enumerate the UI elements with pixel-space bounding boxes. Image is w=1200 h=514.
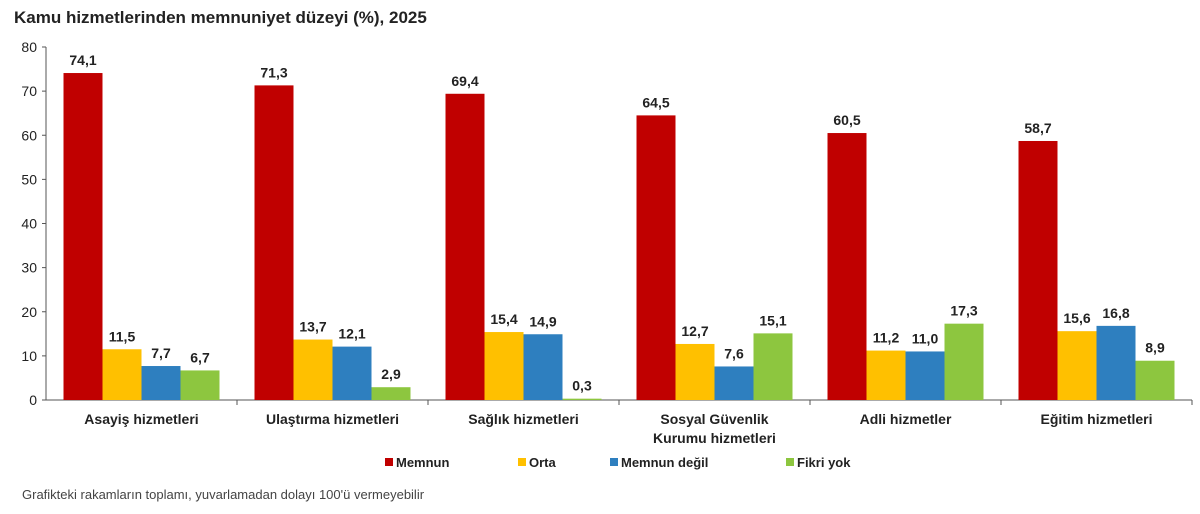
y-tick-label: 10 xyxy=(21,348,37,364)
data-label: 15,4 xyxy=(490,311,517,327)
x-tick-label: Eğitim hizmetleri xyxy=(1040,411,1152,427)
bar-memnun-değil xyxy=(1096,325,1136,400)
data-label: 13,7 xyxy=(299,319,326,335)
x-tick-label: Sağlık hizmetleri xyxy=(468,411,578,427)
bar-memnun xyxy=(636,115,676,401)
data-label: 12,1 xyxy=(338,326,365,342)
data-label: 69,4 xyxy=(451,73,478,89)
x-tick-label: Ulaştırma hizmetleri xyxy=(266,411,399,427)
data-label: 2,9 xyxy=(381,366,401,382)
legend-swatch xyxy=(518,458,526,466)
data-label: 71,3 xyxy=(260,64,287,80)
bar-memnun-değil xyxy=(714,366,754,400)
data-label: 7,6 xyxy=(724,345,744,361)
y-tick-label: 40 xyxy=(21,216,37,232)
legend-swatch xyxy=(610,458,618,466)
x-tick-label: Sosyal Güvenlik xyxy=(660,411,768,427)
bar-memnun xyxy=(445,93,485,401)
data-label: 7,7 xyxy=(151,345,171,361)
data-label: 11,0 xyxy=(912,330,939,346)
bar-memnun xyxy=(827,133,867,400)
bar-memnun xyxy=(1018,140,1058,400)
y-tick-label: 50 xyxy=(21,171,37,187)
footnote: Grafikteki rakamların toplamı, yuvarlama… xyxy=(22,487,425,502)
data-label: 60,5 xyxy=(833,112,860,128)
bar-fikri-yok xyxy=(1135,360,1175,400)
bar-orta xyxy=(675,343,715,400)
data-label: 11,2 xyxy=(873,330,900,346)
bar-memnun xyxy=(63,73,103,400)
bar-fikri-yok xyxy=(944,323,984,400)
data-label: 15,1 xyxy=(759,312,786,328)
data-label: 14,9 xyxy=(529,313,556,329)
legend-swatch xyxy=(786,458,794,466)
bar-orta xyxy=(484,332,524,400)
data-label: 64,5 xyxy=(642,94,669,110)
bar-orta xyxy=(293,339,333,400)
bar-memnun-değil xyxy=(141,366,181,400)
legend-entry: Orta xyxy=(529,455,557,470)
bar-orta xyxy=(1057,331,1097,400)
y-tick-label: 80 xyxy=(21,39,37,55)
bar-memnun-değil xyxy=(332,346,372,400)
y-tick-label: 20 xyxy=(21,304,37,320)
x-tick-label: Adli hizmetler xyxy=(860,411,952,427)
bar-orta xyxy=(866,350,906,400)
y-tick-label: 0 xyxy=(29,392,37,408)
chart-title: Kamu hizmetlerinden memnuniyet düzeyi (%… xyxy=(14,8,427,27)
legend-entry: Memnun değil xyxy=(621,455,708,470)
bar-memnun-değil xyxy=(905,351,945,400)
x-tick-label: Asayiş hizmetleri xyxy=(84,411,198,427)
bar-memnun-değil xyxy=(523,334,563,400)
legend-entry: Memnun xyxy=(396,455,450,470)
data-label: 15,6 xyxy=(1063,310,1090,326)
y-tick-label: 30 xyxy=(21,260,37,276)
bar-fikri-yok xyxy=(753,333,793,400)
data-label: 8,9 xyxy=(1145,340,1165,356)
x-tick-label: Kurumu hizmetleri xyxy=(653,430,776,446)
data-label: 12,7 xyxy=(681,323,708,339)
y-tick-label: 70 xyxy=(21,83,37,99)
bar-fikri-yok xyxy=(180,370,220,400)
data-label: 0,3 xyxy=(572,378,592,394)
data-label: 17,3 xyxy=(950,303,977,319)
data-label: 11,5 xyxy=(109,328,136,344)
data-label: 6,7 xyxy=(190,349,210,365)
legend-swatch xyxy=(385,458,393,466)
bar-fikri-yok xyxy=(371,387,411,400)
data-label: 74,1 xyxy=(69,52,96,68)
bar-orta xyxy=(102,349,142,400)
y-tick-label: 60 xyxy=(21,127,37,143)
data-label: 58,7 xyxy=(1024,120,1051,136)
legend-entry: Fikri yok xyxy=(797,455,851,470)
bar-fikri-yok xyxy=(562,398,602,400)
data-label: 16,8 xyxy=(1102,305,1129,321)
bar-memnun xyxy=(254,85,294,401)
